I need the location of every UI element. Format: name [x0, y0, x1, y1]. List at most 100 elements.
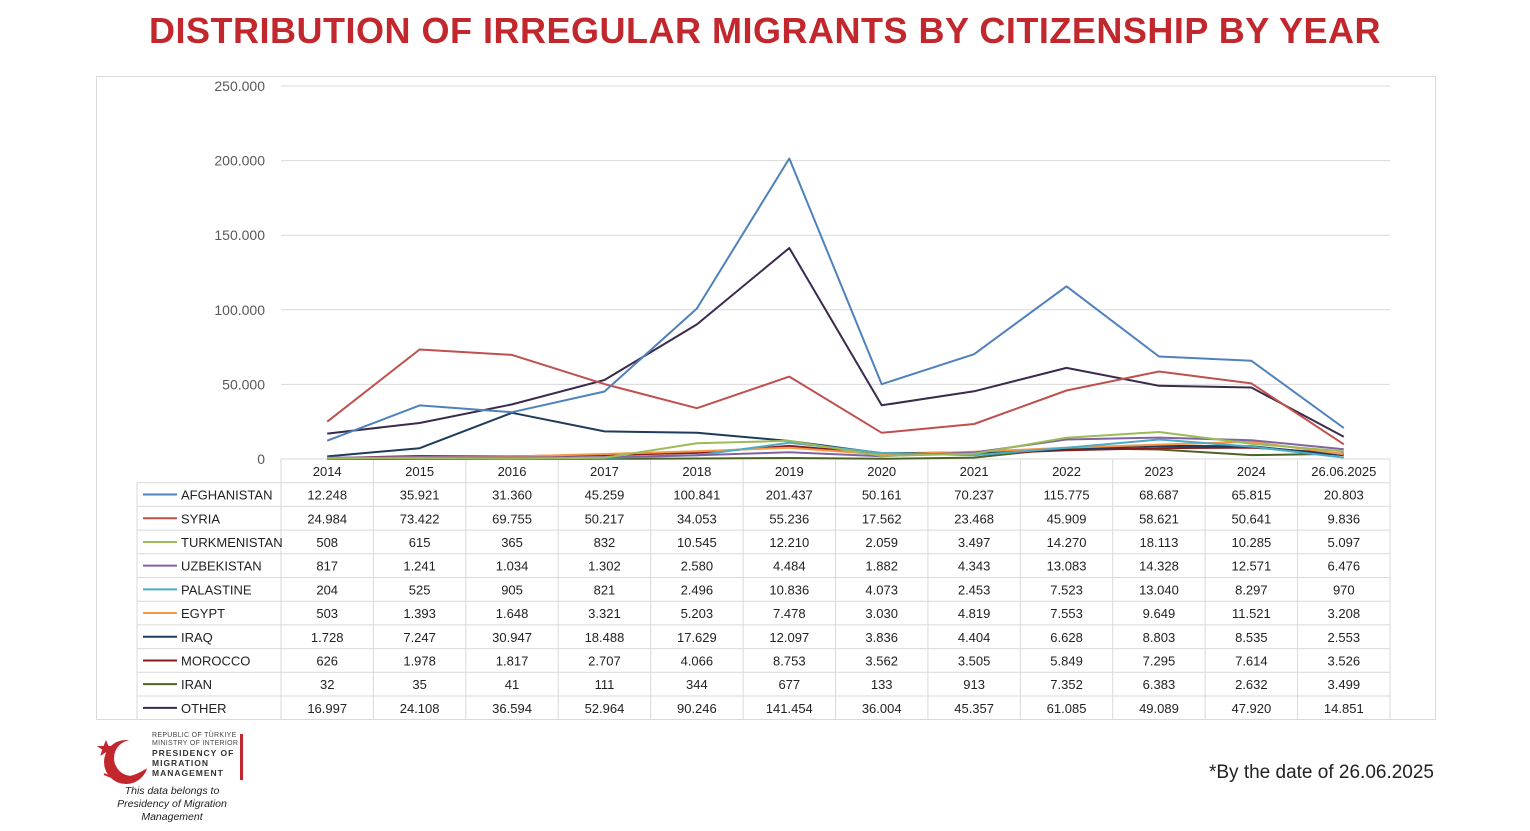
- data-label: 45.909: [1047, 511, 1087, 526]
- data-label: 970: [1333, 582, 1355, 597]
- page-title: DISTRIBUTION OF IRREGULAR MIGRANTS BY CI…: [149, 10, 1381, 51]
- data-label: 10.285: [1231, 535, 1271, 550]
- logo-line-presidency: PRESIDENCY OF: [152, 748, 235, 758]
- x-tick-label: 2023: [1144, 464, 1173, 479]
- data-label: 68.687: [1139, 488, 1179, 503]
- data-label: 14.851: [1324, 701, 1364, 716]
- data-label: 4.484: [773, 559, 806, 574]
- data-label: 3.562: [865, 653, 898, 668]
- legend-label-other: OTHER: [181, 701, 227, 716]
- data-label: 69.755: [492, 511, 532, 526]
- data-label: 14.328: [1139, 559, 1179, 574]
- data-label: 18.488: [585, 630, 625, 645]
- data-label: 100.841: [673, 488, 720, 503]
- data-label: 8.535: [1235, 630, 1268, 645]
- data-label: 6.383: [1143, 677, 1176, 692]
- x-tick-label: 26.06.2025: [1311, 464, 1376, 479]
- data-label: 344: [686, 677, 708, 692]
- logo-accent-bar: [240, 734, 243, 780]
- data-label: 1.648: [496, 606, 529, 621]
- x-tick-label: 2018: [682, 464, 711, 479]
- data-label: 3.526: [1328, 653, 1361, 668]
- data-label: 36.004: [862, 701, 902, 716]
- data-label: 73.422: [400, 511, 440, 526]
- x-tick-label: 2014: [313, 464, 342, 479]
- logo-line-migration: MIGRATION MANAGEMENT: [152, 758, 224, 778]
- chart-area: 0 50.000 100.000 150.000 200.000 250.000 2014 2…: [96, 76, 1436, 720]
- x-tick-label: 2022: [1052, 464, 1081, 479]
- belongs-line-2: Presidency of Migration Management: [117, 798, 227, 823]
- data-label: 508: [316, 535, 338, 550]
- x-tick-label: 2017: [590, 464, 619, 479]
- data-label: 5.203: [681, 606, 714, 621]
- data-label: 9.836: [1328, 511, 1361, 526]
- data-label: 3.497: [958, 535, 991, 550]
- data-label: 58.621: [1139, 511, 1179, 526]
- data-label: 5.097: [1328, 535, 1361, 550]
- data-label: 3.836: [865, 630, 898, 645]
- data-label: 16.997: [307, 701, 347, 716]
- x-tick-label: 2019: [775, 464, 804, 479]
- data-label: 61.085: [1047, 701, 1087, 716]
- data-label: 30.947: [492, 630, 532, 645]
- data-label: 626: [316, 653, 338, 668]
- data-label: 7.247: [403, 630, 436, 645]
- data-label: 13.040: [1139, 582, 1179, 597]
- data-label: 4.073: [865, 582, 898, 597]
- data-label: 2.059: [865, 535, 898, 550]
- data-label: 49.089: [1139, 701, 1179, 716]
- y-tick-label: 200.000: [214, 153, 265, 169]
- data-label: 832: [594, 535, 616, 550]
- data-label: 70.237: [954, 488, 994, 503]
- legend-label-egypt: EGYPT: [181, 606, 225, 621]
- data-label: 47.920: [1231, 701, 1271, 716]
- data-label: 7.553: [1050, 606, 1083, 621]
- data-label: 913: [963, 677, 985, 692]
- data-label: 17.562: [862, 511, 902, 526]
- legend-label-turkmenistan: TURKMENISTAN: [181, 535, 283, 550]
- data-label: 90.246: [677, 701, 717, 716]
- legend-label-afghanistan: AFGHANISTAN: [181, 488, 273, 503]
- data-label: 2.632: [1235, 677, 1268, 692]
- data-label: 905: [501, 582, 523, 597]
- data-label: 50.161: [862, 488, 902, 503]
- data-label: 1.817: [496, 653, 529, 668]
- data-label: 3.321: [588, 606, 621, 621]
- data-label: 45.259: [585, 488, 625, 503]
- data-label: 1.393: [403, 606, 436, 621]
- data-label: 365: [501, 535, 523, 550]
- data-label: 7.478: [773, 606, 806, 621]
- data-label: 3.030: [865, 606, 898, 621]
- data-label: 12.571: [1231, 559, 1271, 574]
- data-label: 13.083: [1047, 559, 1087, 574]
- x-tick-label: 2016: [498, 464, 527, 479]
- data-label: 17.629: [677, 630, 717, 645]
- data-label: 1.034: [496, 559, 529, 574]
- data-label: 41: [505, 677, 519, 692]
- data-label: 45.357: [954, 701, 994, 716]
- belongs-line-1: This data belongs to: [124, 785, 220, 797]
- data-label: 12.097: [769, 630, 809, 645]
- y-tick-label: 150.000: [214, 227, 265, 243]
- data-label: 3.208: [1328, 606, 1361, 621]
- data-label: 8.753: [773, 653, 806, 668]
- data-label: 1.241: [403, 559, 436, 574]
- data-label: 2.496: [681, 582, 714, 597]
- data-label: 8.803: [1143, 630, 1176, 645]
- data-label: 677: [778, 677, 800, 692]
- series-line-syria: [326, 348, 1345, 446]
- data-label: 50.217: [585, 511, 625, 526]
- data-label: 31.360: [492, 488, 532, 503]
- y-tick-label: 50.000: [222, 376, 265, 392]
- data-label: 4.819: [958, 606, 991, 621]
- data-label: 12.248: [307, 488, 347, 503]
- logo-line-ministry: MINISTRY OF INTERIOR: [152, 740, 239, 747]
- data-label: 24.984: [307, 511, 347, 526]
- data-label: 204: [316, 582, 338, 597]
- legend-label-palastine: PALASTINE: [181, 582, 252, 597]
- data-label: 12.210: [769, 535, 809, 550]
- data-label: 2.553: [1328, 630, 1361, 645]
- footnote: *By the date of 26.06.2025: [1208, 762, 1434, 783]
- data-label: 7.523: [1050, 582, 1083, 597]
- data-label: 2.580: [681, 559, 714, 574]
